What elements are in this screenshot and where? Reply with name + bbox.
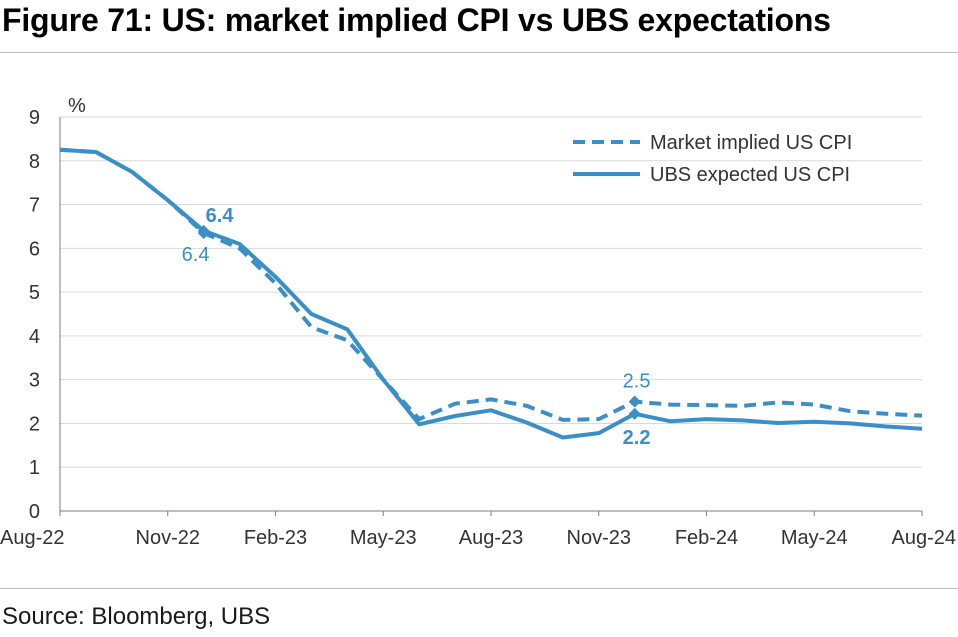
- cpi-line-chart: 0 1 2 3 4 5 6 7 8 9% Aug-22 Nov-22 Feb-23 May-23 Aug-2…: [0, 95, 956, 549]
- x-tick-label-Feb-24: Feb-24: [675, 527, 738, 549]
- data-label-2: 2.5: [623, 371, 651, 393]
- data-point-marker-2: [628, 395, 641, 408]
- data-point-marker-3: [628, 407, 641, 420]
- x-tick-label-May-24: May-24: [781, 527, 848, 549]
- y-tick-label-0: 0: [29, 501, 40, 523]
- x-tick-label-Aug-24: Aug-24: [892, 527, 957, 549]
- y-tick-label-2: 2: [29, 413, 40, 435]
- x-tick-label-Aug-23: Aug-23: [459, 527, 524, 549]
- page-title: Figure 71: US: market implied CPI vs UBS…: [2, 2, 831, 38]
- source-divider: [0, 588, 958, 589]
- y-tick-label-7: 7: [29, 195, 40, 217]
- x-tick-label-Nov-22: Nov-22: [136, 527, 200, 549]
- x-tick-label-Nov-23: Nov-23: [567, 527, 631, 549]
- grid: [60, 116, 922, 468]
- y-tick-label-9: 9: [29, 107, 40, 129]
- y-tick-label-3: 3: [29, 370, 40, 392]
- x-tick-label-Aug-22: Aug-22: [0, 527, 65, 549]
- axes: 0 1 2 3 4 5 6 7 8 9% Aug-22 Nov-22 Feb-23 May-23 Aug-2…: [0, 95, 956, 549]
- y-tick-label-4: 4: [29, 326, 40, 348]
- y-tick-label-6: 6: [29, 238, 40, 260]
- annotation-markers: 6.4 6.4 2.5 2.2: [182, 205, 651, 449]
- legend-label-1: UBS expected US CPI: [650, 164, 850, 186]
- x-tick-label-Feb-23: Feb-23: [244, 527, 307, 549]
- y-tick-label-1: 1: [29, 457, 40, 479]
- data-label-1: 6.4: [182, 244, 210, 266]
- data-label-0: 6.4: [206, 205, 235, 227]
- data-point-marker-1: [197, 227, 210, 240]
- legend-label-0: Market implied US CPI: [650, 132, 852, 154]
- y-tick-label-5: 5: [29, 282, 40, 304]
- title-divider: [0, 52, 958, 53]
- x-tick-label-May-23: May-23: [350, 527, 417, 549]
- series-line-ubs-expected: [59, 147, 923, 440]
- y-axis-unit-label: %: [68, 95, 86, 117]
- data-label-3: 2.2: [623, 427, 651, 449]
- series-lines: [59, 147, 923, 440]
- y-tick-label-8: 8: [29, 151, 40, 173]
- source-note: Source: Bloomberg, UBS: [2, 603, 271, 630]
- legend: Market implied US CPI UBS expected US CPI: [573, 132, 852, 186]
